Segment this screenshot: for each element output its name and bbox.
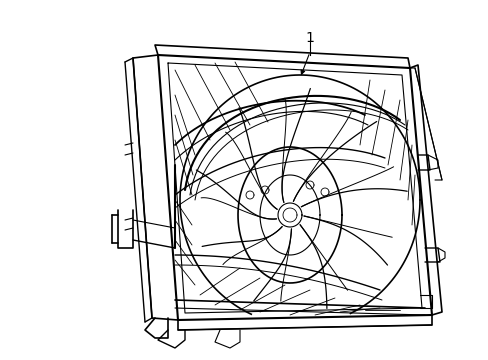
Text: 1: 1 (305, 31, 314, 45)
